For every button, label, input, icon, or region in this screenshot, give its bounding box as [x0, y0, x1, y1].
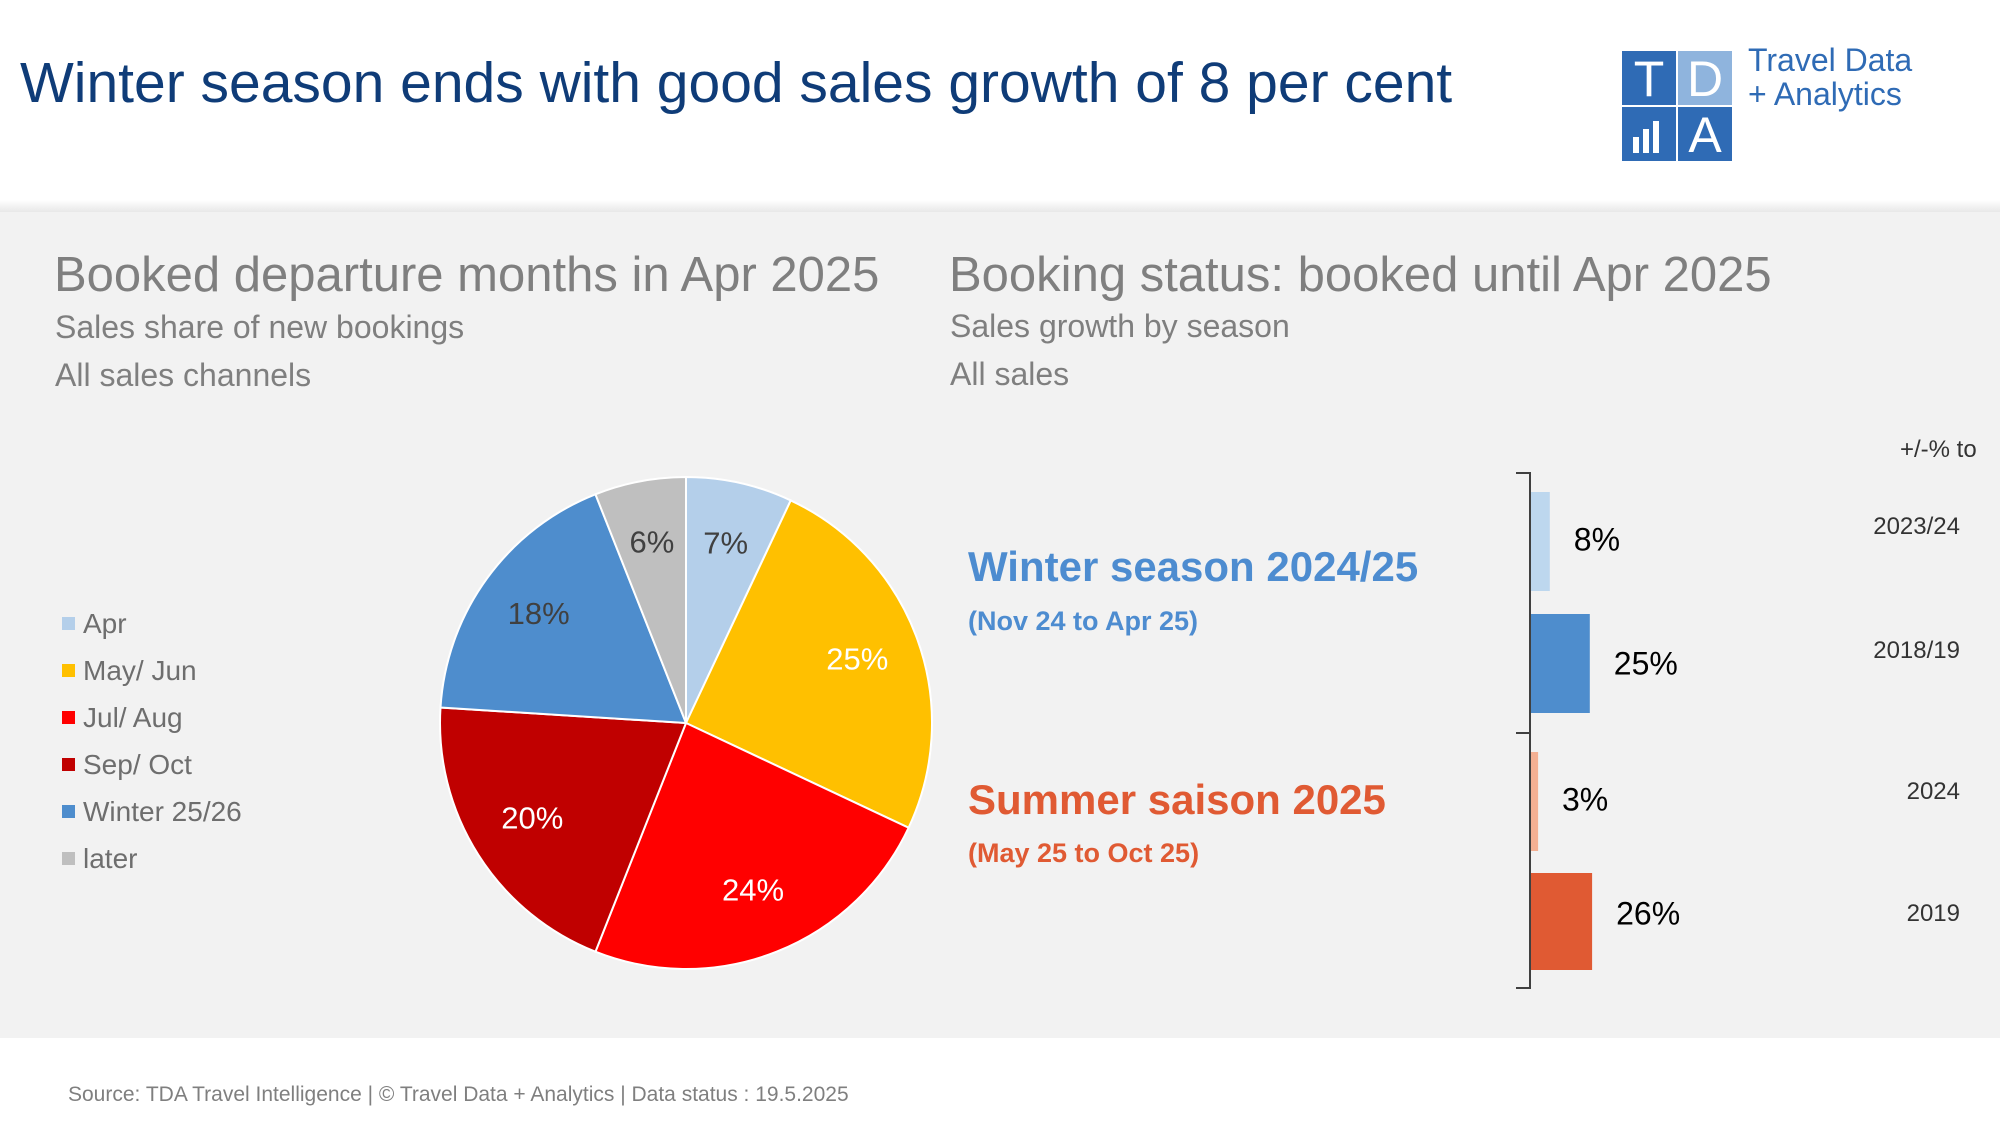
pie-slice-jul-aug [594, 721, 910, 970]
logo-letter-t: T [1622, 51, 1676, 107]
pie-legend: Apr May/ Jun Jul/ Aug Sep/ Oct Winter 25/26 l… [62, 600, 242, 882]
winter-season-title: Winter season 2024/25 [968, 543, 1419, 590]
legend-label: Jul/ Aug [83, 701, 183, 733]
page-title: Winter season ends with good sales growt… [20, 51, 1453, 115]
legend-item-sep-oct: Sep/ Oct [62, 741, 242, 788]
bar-chart-icon [1622, 107, 1676, 161]
bar-2019 [1531, 873, 1593, 970]
legend-item-winter-25-26: Winter 25/26 [62, 788, 242, 835]
pie-section-title: Booked departure months in Apr 2025 [54, 248, 880, 302]
legend-item-jul-aug: Jul/ Aug [62, 694, 242, 741]
pie-section-subtitle: Sales share of new bookings [55, 309, 465, 345]
bar-value-label: 25% [1614, 645, 1678, 681]
pie-section-subtitle-2: All sales channels [55, 357, 312, 393]
pie-label-later: 6% [629, 524, 674, 559]
legend-label: Sep/ Oct [83, 748, 192, 780]
legend-item-apr: Apr [62, 600, 242, 647]
legend-swatch [62, 617, 75, 630]
pie-label-sep-oct: 20% [501, 801, 563, 836]
pie-label-jul-aug: 24% [722, 872, 784, 907]
legend-swatch [62, 852, 75, 865]
bar-2018-19 [1531, 614, 1590, 713]
pie-slice-later [594, 475, 687, 724]
comparison-label-2023-24: 2023/24 [1873, 513, 1960, 540]
header: Winter season ends with good sales growt… [0, 0, 2000, 212]
pie-slice-sep-oct [439, 706, 688, 954]
bar-value-label: 8% [1574, 521, 1620, 557]
bar-section-title: Booking status: booked until Apr 2025 [949, 248, 1772, 302]
content-panel [0, 212, 2000, 1038]
pie-label-may-jun: 25% [826, 641, 888, 676]
logo-letter-a: A [1678, 107, 1732, 163]
legend-label: Apr [83, 607, 127, 639]
comparison-label-2018-19: 2018/19 [1873, 637, 1960, 664]
summer-season-subtitle: (May 25 to Oct 25) [968, 838, 1200, 868]
panel-shadow [0, 200, 2000, 214]
legend-swatch [62, 758, 75, 771]
pie-slice-apr [685, 475, 793, 724]
comparison-label-2019: 2019 [1906, 900, 1960, 927]
bar-section-subtitle: Sales growth by season [950, 308, 1290, 344]
pie-slice-may-jun [684, 499, 933, 830]
legend-swatch [62, 664, 75, 677]
bar-2024 [1531, 752, 1539, 851]
bar-value-label: 26% [1616, 895, 1680, 931]
pie-label-apr: 7% [703, 525, 748, 560]
pie-label-winter-25-26: 18% [508, 596, 570, 631]
logo-name-line1: Travel Data [1748, 42, 1913, 78]
legend-label: later [83, 842, 138, 874]
pie-slice-winter-25-26 [439, 492, 688, 725]
logo-name-line2: + Analytics [1748, 76, 1902, 112]
bar-axis-bracket [1516, 472, 1531, 989]
legend-item-later: later [62, 835, 242, 882]
bar-2023-24 [1531, 492, 1550, 591]
legend-swatch [62, 805, 75, 818]
comparison-label-2024: 2024 [1906, 778, 1960, 805]
footer-source: Source: TDA Travel Intelligence | © Trav… [68, 1083, 849, 1106]
logo-letter-d: D [1678, 51, 1732, 107]
bar-section-subtitle-2: All sales [950, 356, 1070, 392]
logo-name: Travel Data + Analytics [1748, 43, 1912, 111]
legend-label: May/ Jun [83, 654, 197, 686]
comparison-header: +/-% to [1900, 436, 1977, 463]
bar-value-label: 3% [1562, 781, 1608, 817]
legend-swatch [62, 711, 75, 724]
legend-item-may-jun: May/ Jun [62, 647, 242, 694]
winter-season-subtitle: (Nov 24 to Apr 25) [968, 606, 1199, 636]
summer-season-title: Summer saison 2025 [968, 776, 1386, 823]
legend-label: Winter 25/26 [83, 795, 242, 827]
